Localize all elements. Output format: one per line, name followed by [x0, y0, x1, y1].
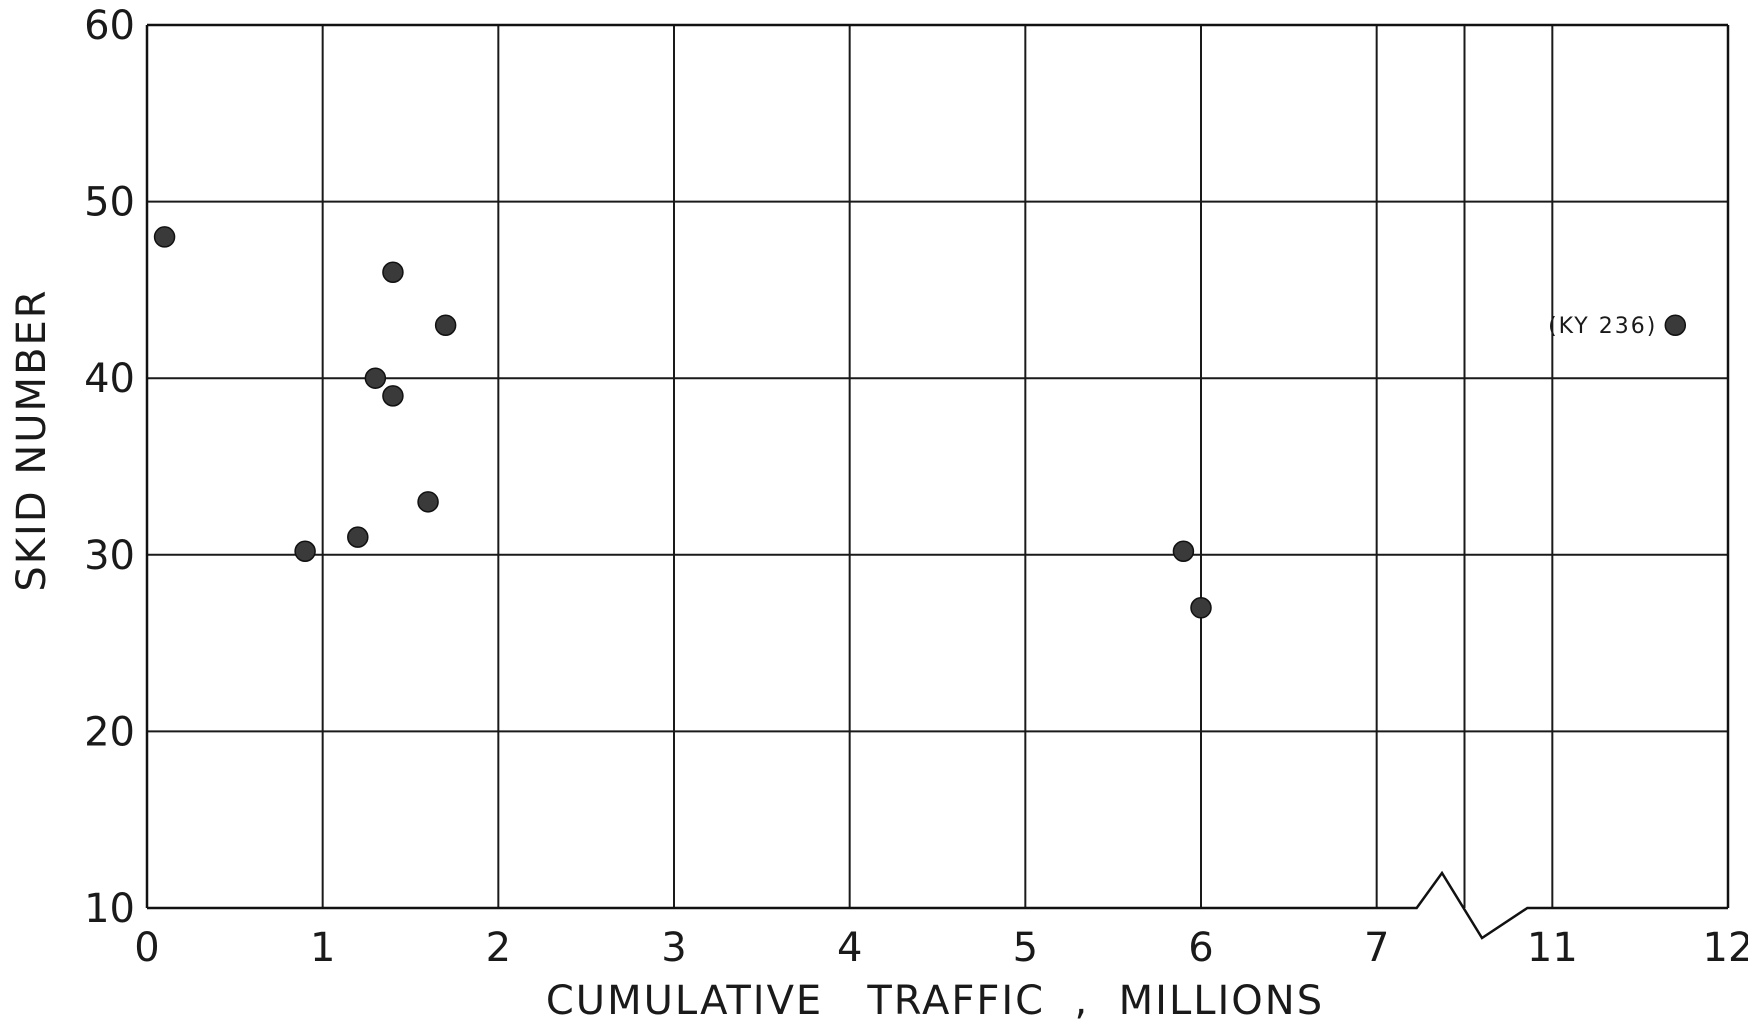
data-points: (KY 236)	[153, 226, 1687, 619]
data-point	[294, 540, 316, 563]
x-tick-label: 2	[486, 925, 511, 971]
data-point	[382, 261, 404, 283]
data-point	[364, 367, 387, 389]
x-axis-line-with-break	[147, 870, 1728, 940]
y-tick-label: 10	[84, 886, 135, 932]
data-point	[382, 385, 404, 407]
y-tick-label: 60	[84, 3, 135, 49]
data-point	[1190, 597, 1212, 619]
data-point	[347, 526, 369, 548]
x-tick-label: 12	[1703, 925, 1748, 971]
data-point	[417, 491, 439, 513]
x-tick-label: 5	[1013, 925, 1038, 971]
x-tick-label: 3	[661, 925, 686, 971]
x-axis-title: CUMULATIVE TRAFFIC , MILLIONS	[546, 978, 1324, 1024]
data-point	[1172, 540, 1195, 563]
y-tick-label: 40	[84, 356, 135, 402]
x-tick-label: 0	[134, 925, 159, 971]
y-tick-label: 50	[84, 180, 135, 226]
x-tick-label: 4	[837, 925, 862, 971]
x-tick-label: 11	[1527, 925, 1578, 971]
x-tick-label: 6	[1188, 925, 1213, 971]
x-tick-label: 1	[310, 925, 335, 971]
data-point	[1664, 314, 1687, 336]
y-tick-label: 30	[84, 533, 135, 579]
grid	[146, 24, 1729, 908]
y-tick-label: 20	[84, 709, 135, 755]
y-axis-title: SKID NUMBER	[9, 288, 55, 591]
data-point	[153, 226, 176, 248]
data-point	[434, 314, 457, 336]
point-annotation: (KY 236)	[1548, 314, 1657, 339]
x-tick-label: 7	[1364, 925, 1389, 971]
